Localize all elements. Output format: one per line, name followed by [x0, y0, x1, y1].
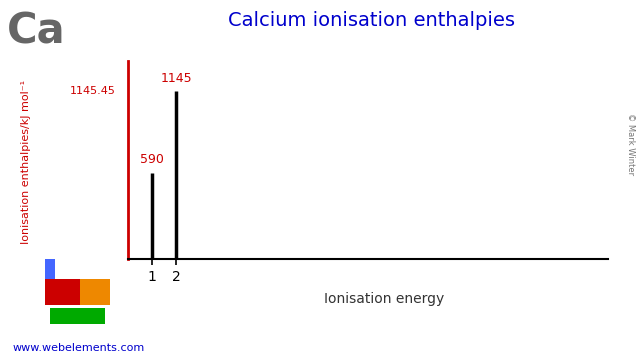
Text: Ionisation energy: Ionisation energy — [324, 292, 444, 306]
Text: Ionisation enthalpies/kJ mol⁻¹: Ionisation enthalpies/kJ mol⁻¹ — [20, 80, 31, 244]
Text: 1145.45: 1145.45 — [70, 86, 116, 96]
Bar — [45, 279, 80, 305]
Text: 1145: 1145 — [160, 72, 192, 85]
Bar — [45, 259, 55, 279]
Text: 590: 590 — [140, 153, 164, 166]
Bar — [50, 309, 105, 324]
Text: © Mark Winter: © Mark Winter — [626, 113, 635, 175]
Text: www.webelements.com: www.webelements.com — [13, 343, 145, 353]
Text: Ca: Ca — [6, 11, 65, 53]
Text: Calcium ionisation enthalpies: Calcium ionisation enthalpies — [228, 11, 515, 30]
Bar — [80, 279, 110, 305]
